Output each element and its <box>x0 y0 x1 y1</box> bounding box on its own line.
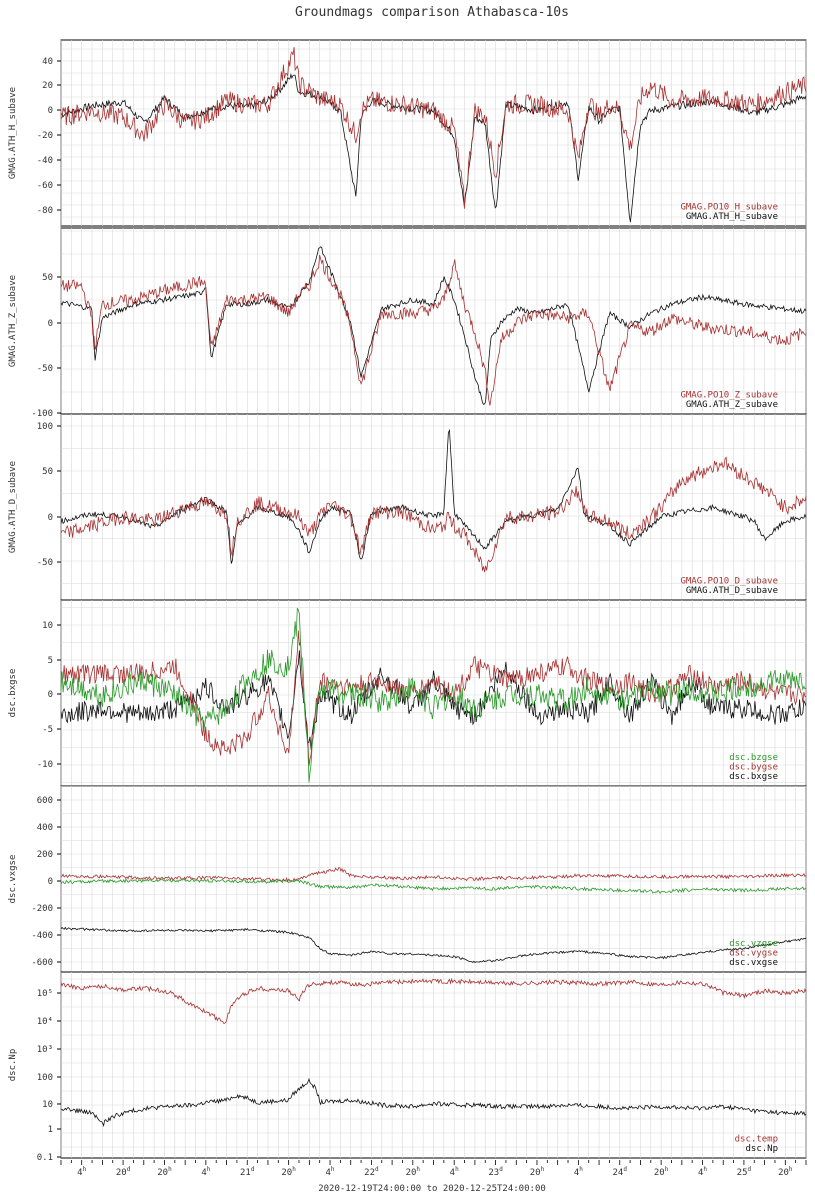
legend-entry: GMAG.PO10_H_subave <box>680 203 778 213</box>
legend-entry: dsc.vygse <box>729 949 778 959</box>
panel-3: 100500-50GMAG.ATH_D_subaveGMAG.PO10_D_su… <box>8 413 807 601</box>
y-tick-label: 50 <box>42 273 53 283</box>
legend-entry: dsc.vxgse <box>729 958 778 968</box>
legend-entry: dsc.temp <box>735 1135 778 1145</box>
series-line-dsc-bzgse <box>60 607 807 783</box>
legend-entry: dsc.bzgse <box>729 753 778 763</box>
y-tick-label: -50 <box>37 558 53 568</box>
series-line-gmag-po10-z-subave <box>60 254 807 406</box>
y-tick-label: 10 <box>42 621 53 631</box>
y-tick-label: 50 <box>42 467 53 477</box>
y-tick-label: -200 <box>31 904 53 914</box>
panel-1: 40200-20-40-60-80GMAG.ATH_H_subaveGMAG.P… <box>8 39 807 227</box>
series-line-dsc-vxgse <box>60 926 807 964</box>
y-tick-label: 600 <box>37 796 53 806</box>
y-tick-label: 100 <box>37 422 53 432</box>
x-tick-label: 4h <box>698 1166 707 1178</box>
y-tick-label: 0 <box>48 106 53 116</box>
x-tick-label: 22d <box>364 1166 379 1178</box>
y-tick-label: 0 <box>48 690 53 700</box>
y-tick-label: 20 <box>42 81 53 91</box>
y-tick-label: 10⁴ <box>37 1017 53 1027</box>
y-axis-label: dsc.bxgse <box>8 669 18 718</box>
y-tick-label: -10 <box>37 760 53 770</box>
y-axis-label: GMAG.ATH_Z_subave <box>8 275 18 367</box>
x-tick-label: 4h <box>77 1166 86 1178</box>
y-tick-label: 0.1 <box>37 1153 53 1163</box>
y-tick-label: 10³ <box>37 1045 53 1055</box>
x-tick-label: 20h <box>654 1166 669 1178</box>
y-tick-label: 0 <box>48 513 53 523</box>
x-tick-label: 4h <box>574 1166 583 1178</box>
legend-entry: GMAG.ATH_D_subave <box>686 586 778 596</box>
x-tick-label: 4h <box>201 1166 210 1178</box>
series-line-gmag-po10-d-subave <box>60 456 807 573</box>
legend-entry: GMAG.ATH_H_subave <box>686 212 778 222</box>
panel-5: 600 400 200 0 -200 -400 -600 dsc.vxgse dsc.vzgse… <box>8 785 807 973</box>
y-tick-label: -20 <box>37 131 53 141</box>
panel-2: 500-50-100GMAG.ATH_Z_subaveGMAG.PO10_Z_s… <box>8 227 807 419</box>
legend-entry: dsc.bygse <box>729 763 778 773</box>
series-line-dsc-vzgse <box>60 878 807 895</box>
series-line-dsc-np <box>60 1077 807 1128</box>
legend-entry: GMAG.PO10_D_subave <box>680 577 778 587</box>
y-tick-label: 0 <box>48 877 53 887</box>
panels: 40200-20-40-60-80GMAG.ATH_H_subaveGMAG.P… <box>8 39 807 1163</box>
series-line-gmag-po10-h-subave <box>60 47 807 209</box>
x-tick-label: 23d <box>488 1166 503 1178</box>
y-tick-label: -40 <box>37 156 53 166</box>
x-tick-label: 25d <box>737 1166 752 1178</box>
y-tick-label: 100 <box>37 1073 53 1083</box>
y-tick-label: 5 <box>48 656 53 666</box>
series-line-dsc-vygse <box>60 867 807 883</box>
y-axis-label: GMAG.ATH_D_subave <box>8 461 18 553</box>
y-tick-label: -5 <box>42 725 53 735</box>
legend-entry: dsc.vzgse <box>729 939 778 949</box>
y-tick-label: -50 <box>37 364 53 374</box>
x-tick-label: 20h <box>281 1166 296 1178</box>
y-tick-label: 0 <box>48 319 53 329</box>
x-tick-label: 4h <box>450 1166 459 1178</box>
y-tick-label: 400 <box>37 823 53 833</box>
x-tick-label: 20d <box>116 1166 131 1178</box>
y-tick-label: 200 <box>37 850 53 860</box>
series-line-dsc-bygse <box>60 630 807 766</box>
y-axis-label: GMAG.ATH_H_subave <box>8 87 18 179</box>
y-axis-label: dsc.vxgse <box>8 855 18 904</box>
y-tick-label: -100 <box>31 409 53 419</box>
y-tick-label: 10⁵ <box>37 989 53 999</box>
x-tick-label: 24d <box>613 1166 628 1178</box>
series-line-gmag-ath-h-subave <box>60 72 807 223</box>
y-tick-label: -400 <box>31 931 53 941</box>
y-axis-label: dsc.Np <box>8 1049 18 1082</box>
x-tick-label: 20h <box>157 1166 172 1178</box>
y-tick-label: 10 <box>42 1100 53 1110</box>
legend-entry: dsc.Np <box>745 1144 778 1154</box>
series-line-gmag-ath-z-subave <box>60 246 807 405</box>
panel-4: 1050-5-10dsc.bxgsedsc.bzgsedsc.bygsedsc.… <box>8 599 807 787</box>
legend-entry: dsc.bxgse <box>729 772 778 782</box>
y-tick-label: 1 <box>48 1125 53 1135</box>
x-tick-label: 20h <box>778 1166 793 1178</box>
chart-title: Groundmags comparison Athabasca-10s <box>295 5 569 20</box>
y-tick-label: -60 <box>37 181 53 191</box>
x-tick-label: 20h <box>406 1166 421 1178</box>
legend-entry: GMAG.PO10_Z_subave <box>680 391 778 401</box>
series-line-gmag-ath-d-subave <box>60 428 807 564</box>
legend-entry: GMAG.ATH_Z_subave <box>686 400 778 410</box>
x-axis: 4h 20d 20h 4h 21d 20h 4h 22d 20h 4h 23d 20h 4h 24d 20h… <box>60 1160 807 1178</box>
x-tick-label: 20h <box>530 1166 545 1178</box>
series-line-dsc-temp <box>60 977 807 1024</box>
x-tick-label: 4h <box>326 1166 335 1178</box>
y-tick-label: -80 <box>37 206 53 216</box>
x-tick-label: 21d <box>240 1166 255 1178</box>
x-range-label: 2020-12-19T24:00:00 to 2020-12-25T24:00:… <box>318 1184 546 1194</box>
y-tick-label: 40 <box>42 57 53 67</box>
y-tick-label: -600 <box>31 958 53 968</box>
